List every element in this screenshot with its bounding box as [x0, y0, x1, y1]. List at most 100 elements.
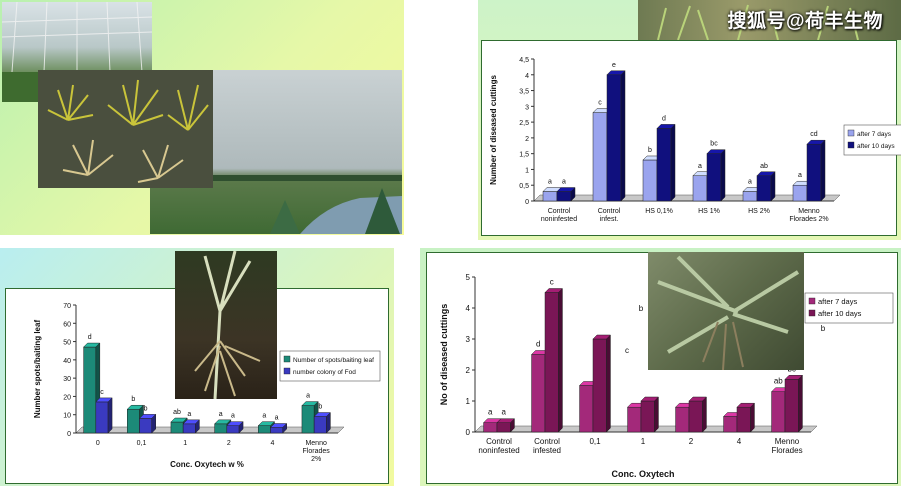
bar-after-7-days-3-front [627, 406, 642, 433]
bar-after-10-days-1 [606, 70, 626, 202]
bar-after-10-days-0-front [556, 191, 572, 202]
bar-after-10-days-1-side [620, 70, 626, 202]
cuttings-photo-strip [638, 0, 901, 40]
bar-after-10-days-0-front [496, 422, 511, 433]
bar-after-10-days-5 [736, 402, 756, 433]
bar-after-10-days-4-side [770, 171, 776, 202]
y-tick-label: 4,5 [519, 57, 529, 64]
bar-after-7-days-0-front [542, 191, 558, 202]
legend-swatch [808, 297, 816, 305]
bar-after-10-days-6-side [798, 374, 803, 433]
plants-photo [38, 70, 213, 188]
bar-after-7-days-5-front [723, 416, 738, 433]
legend: Number of spots/baiting leaf number colon… [279, 350, 381, 382]
y-tick-label: 2 [525, 136, 529, 143]
data-label: a [798, 172, 802, 179]
bar-after-10-days-2-side [670, 123, 676, 202]
bar-number-of-spots-baiting-leaf-5-front [301, 405, 315, 434]
y-tick-label: 2 [466, 366, 471, 375]
y-tick-label: 1,5 [519, 152, 529, 159]
data-label: a [698, 163, 702, 170]
bar-after-10-days-3-side [720, 149, 726, 202]
bar-after-7-days-1-front [592, 112, 608, 202]
bar-after-10-days-2-front [656, 128, 672, 202]
top-right-chart-panel: 0 0,5 1 1,5 2 2,5 3 3,5 4 4,5 Number of diseased c… [481, 40, 901, 236]
bar-number-colony-of-fod-3-side [238, 421, 244, 434]
legend-swatch [847, 129, 855, 137]
bar-after-10-days-5-side [820, 139, 826, 202]
top-left-photo-panel [0, 0, 404, 235]
diseased-cuttings-leaves [657, 255, 800, 370]
bar-after-10-days-0-side [570, 186, 576, 202]
category-label: Menno [305, 440, 327, 447]
y-tick-label: 3 [525, 104, 529, 111]
y-tick-label: 1 [466, 397, 471, 406]
legend-label: after 7 days [818, 297, 857, 306]
bar-after-7-days-5-front [792, 184, 808, 202]
bar-after-10-days-5 [806, 139, 826, 202]
bar-after-10-days-0 [556, 186, 576, 202]
legend-label: number colony of Fod [293, 369, 356, 376]
data-label: ab [760, 163, 768, 170]
category-label: Florades 2% [789, 216, 828, 223]
category-label: 1 [641, 437, 646, 446]
y-axis-label: Number of diseased cuttings [489, 75, 498, 185]
bar-after-10-days-5-front [806, 143, 822, 202]
bar-number-colony-of-fod-3-front [226, 425, 240, 434]
bar-after-10-days-3 [706, 149, 726, 202]
bar-after-10-days-6 [784, 374, 804, 433]
data-label: a [187, 411, 191, 418]
category-label: HS 2% [748, 208, 770, 215]
bottom-right-chart-area: 0 1 2 3 4 5 No of diseased cuttings a a Control no… [420, 248, 901, 486]
bar-after-7-days-6-front [771, 391, 786, 433]
category-label: 0,1 [589, 437, 601, 446]
bar-after-7-days-4-front [742, 191, 758, 202]
y-tick-label: 3,5 [519, 89, 529, 96]
bar-after-10-days-4 [688, 396, 708, 433]
x-axis-label: Conc. Oxytech w % [170, 460, 244, 469]
category-label: 1 [183, 440, 187, 447]
data-label: a [562, 179, 566, 186]
category-label: Control [598, 208, 621, 215]
category-label: Florades [771, 446, 802, 455]
legend-label: after 10 days [857, 143, 895, 150]
bar-number-colony-of-fod-4 [269, 422, 288, 434]
legend-box [843, 124, 901, 156]
bar-number-colony-of-fod-0-side [107, 397, 113, 434]
data-label: d [88, 334, 92, 341]
bar-after-10-days-1-side [558, 287, 563, 433]
data-label: c [100, 389, 104, 396]
data-label: a [501, 408, 506, 417]
y-tick-label: 3 [466, 335, 471, 344]
bar-number-of-spots-baiting-leaf-2-front [170, 421, 184, 434]
y-tick-label: 4 [466, 304, 471, 313]
data-label: b [318, 404, 322, 411]
bar-number-colony-of-fod-5-front [313, 416, 327, 434]
category-label: 2 [689, 437, 694, 446]
bar-number-colony-of-fod-1-front [139, 418, 152, 434]
category-label: 0,1 [137, 440, 147, 447]
bar-after-7-days-3-front [692, 175, 708, 202]
y-tick-label: 70 [63, 303, 71, 310]
legend-swatch [808, 309, 816, 317]
bar-after-10-days-2 [656, 123, 676, 202]
data-label: ab [173, 409, 181, 416]
category-label: Menno [798, 208, 820, 215]
category-label: noninfested [478, 446, 519, 455]
bar-after-10-days-1-front [544, 292, 559, 433]
bar-number-colony-of-fod-0-front [95, 401, 109, 434]
y-tick-label: 20 [63, 394, 71, 401]
y-tick-label: 10 [63, 413, 71, 420]
bar-after-10-days-0-side [510, 418, 515, 433]
data-label: a [219, 411, 223, 418]
data-label: bc [710, 141, 718, 148]
data-label: c [598, 100, 602, 107]
category-label: HS 1% [698, 208, 720, 215]
top-right-chart-area: 搜狐号@荷丰生物 0 0,5 1 1,5 2 2,5 3 3,5 4 4,5 Number of d… [478, 0, 901, 240]
category-label: Florades [303, 448, 331, 455]
diseased-cuttings-photo [648, 252, 804, 370]
data-label: e [612, 62, 616, 69]
data-label: b [648, 147, 652, 154]
